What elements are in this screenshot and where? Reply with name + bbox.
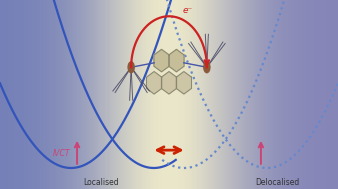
- Polygon shape: [169, 49, 184, 72]
- Text: e⁻: e⁻: [183, 6, 193, 15]
- Circle shape: [128, 62, 134, 73]
- Polygon shape: [154, 49, 169, 72]
- Polygon shape: [161, 72, 177, 94]
- Text: Localised: Localised: [83, 178, 119, 187]
- Polygon shape: [176, 72, 192, 94]
- Text: Delocalised: Delocalised: [255, 178, 299, 187]
- Polygon shape: [146, 72, 162, 94]
- Circle shape: [204, 62, 210, 73]
- Text: IVCT: IVCT: [53, 149, 71, 158]
